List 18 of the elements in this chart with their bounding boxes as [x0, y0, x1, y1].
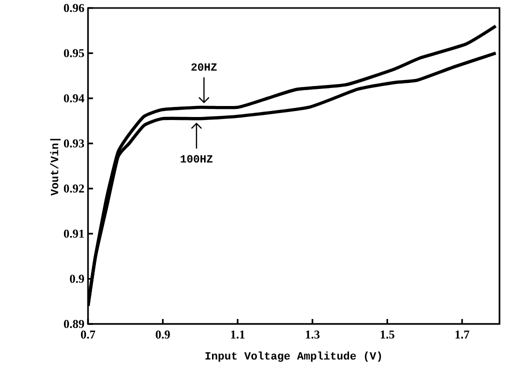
y-tick-label: 0.91: [64, 230, 84, 238]
y-tick-label: 0.94: [64, 94, 84, 102]
x-tick-label: 1.7: [456, 330, 470, 339]
annotation: 20HZ: [191, 63, 217, 71]
x-tick-label: 0.9: [156, 330, 170, 339]
x-tick-label: 1.1: [231, 330, 245, 339]
x-tick-label: 1.3: [306, 330, 320, 339]
y-tick-label: 0.9: [70, 274, 84, 283]
y-tick-label: 0.92: [64, 184, 84, 193]
y-tick-label: 0.93: [64, 139, 84, 148]
y-axis-title: Vout/Vin|: [50, 138, 61, 196]
x-tick-label: 0.7: [80, 330, 96, 339]
annotation: 100HZ: [180, 155, 213, 163]
y-tick-label: 0.89: [64, 320, 84, 328]
x-tick-label: 1.5: [380, 330, 394, 339]
y-tick-label: 0.95: [64, 49, 84, 58]
y-tick-label: 0.96: [64, 4, 84, 12]
x-axis-title: Input Voltage Amplitude (V): [205, 352, 381, 362]
